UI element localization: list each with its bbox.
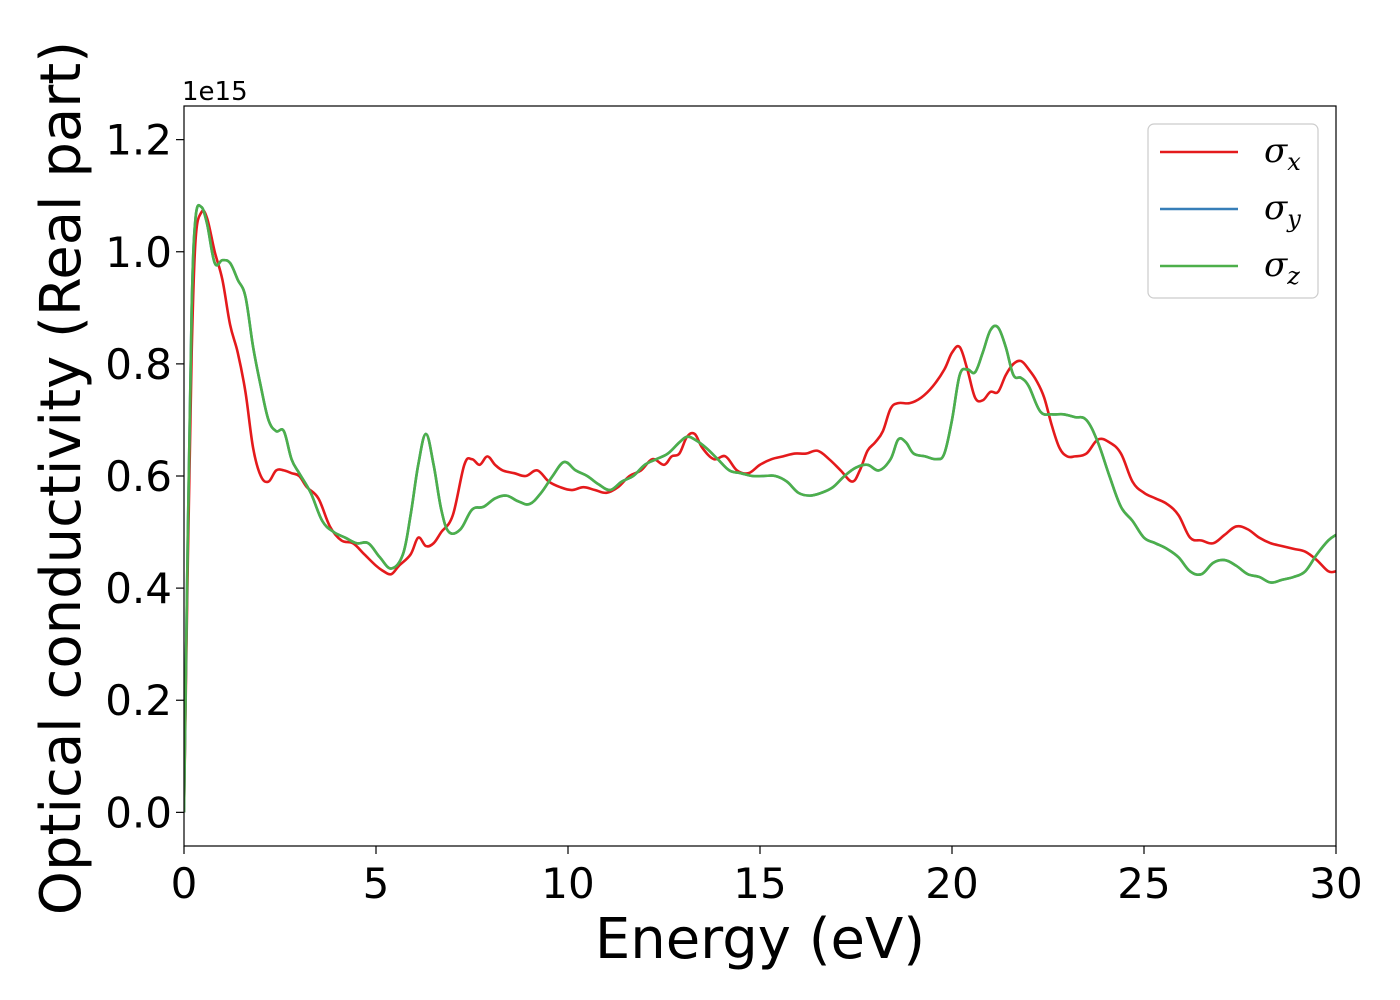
legend-symbol: σ (1264, 131, 1288, 171)
y-tick-label: 0.2 (105, 676, 172, 725)
x-tick-label: 10 (541, 859, 594, 908)
x-tick-label: 0 (171, 859, 198, 908)
legend-symbol: σ (1264, 188, 1288, 228)
x-axis: 0 5 10 15 20 25 30 (171, 846, 1363, 908)
y-axis-title: Optical conductivity (Real part) (29, 41, 94, 915)
legend-label-z: σz (1264, 245, 1300, 290)
y-tick-label: 0.8 (105, 340, 172, 389)
x-tick-label: 15 (733, 859, 786, 908)
y-tick-label: 0.4 (105, 564, 172, 613)
x-tick-label: 30 (1309, 859, 1362, 908)
legend-box (1147, 123, 1319, 299)
y-tick-label: 0.6 (105, 452, 172, 501)
legend-subscript: z (1286, 262, 1300, 290)
legend-subscript: y (1286, 205, 1301, 233)
legend-symbol: σ (1264, 245, 1288, 285)
x-tick-label: 25 (1117, 859, 1170, 908)
series-layer (184, 203, 1336, 813)
y-offset-label: 1e15 (182, 77, 248, 107)
series-line-z (184, 203, 1336, 813)
y-tick-label: 1.2 (105, 116, 172, 165)
legend-label-y: σy (1264, 188, 1301, 233)
x-tick-label: 5 (363, 859, 390, 908)
x-tick-label: 20 (925, 859, 978, 908)
x-axis-title: Energy (eV) (595, 907, 925, 972)
y-tick-label: 1.0 (105, 228, 172, 277)
series-line-x (184, 209, 1336, 813)
y-tick-label: 0.0 (105, 788, 172, 837)
legend-label-x: σx (1264, 131, 1301, 176)
legend-subscript: x (1287, 148, 1301, 176)
y-axis: 0.0 0.2 0.4 0.6 0.8 1.0 1.2 (105, 116, 184, 837)
